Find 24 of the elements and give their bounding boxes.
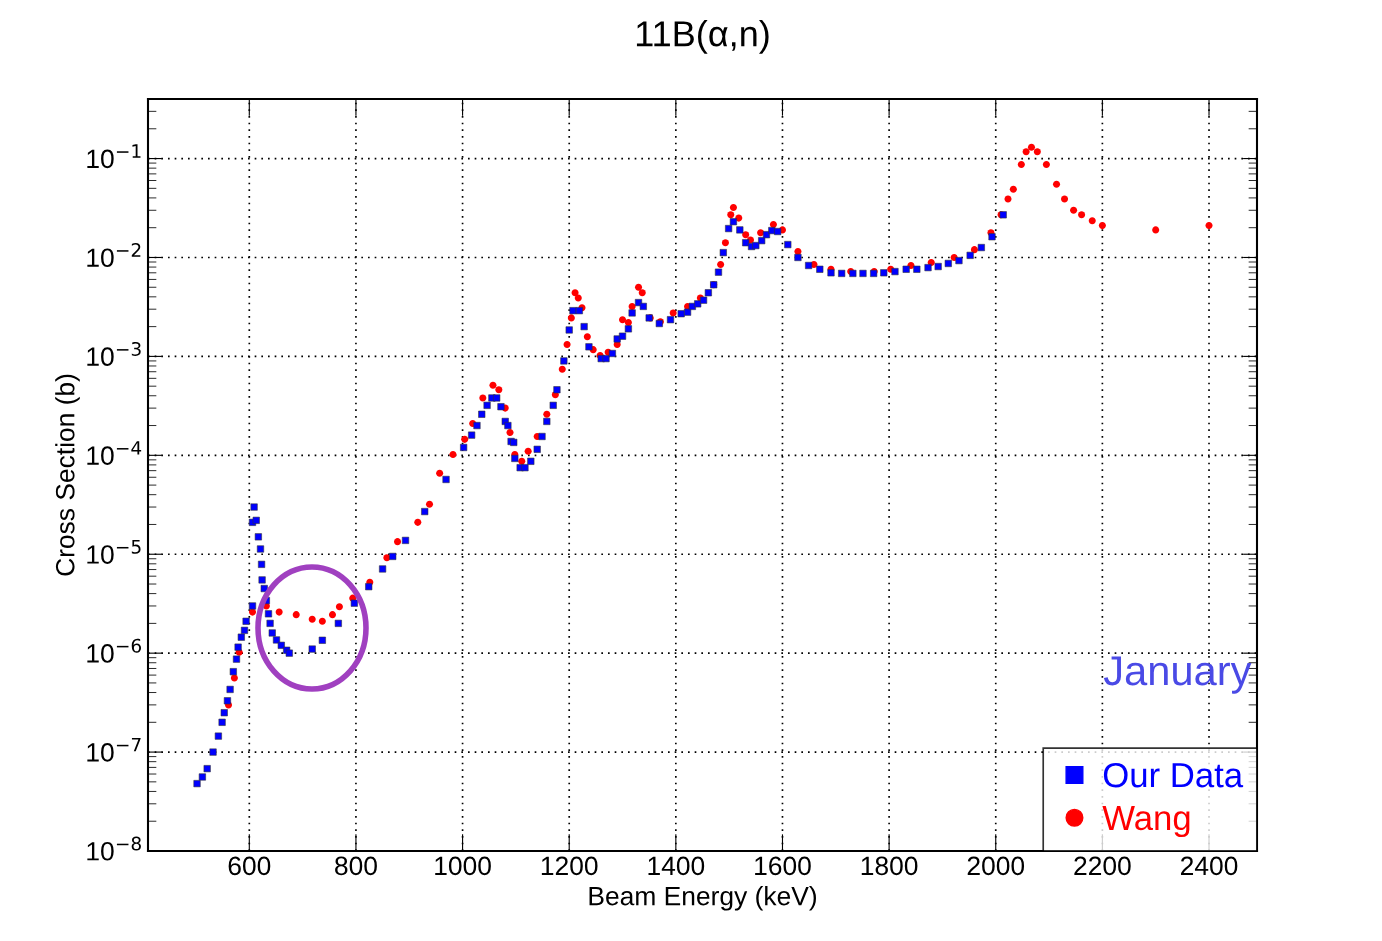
- x-axis-title: Beam Energy (keV): [589, 886, 816, 911]
- x-tick-label: 2200: [1074, 856, 1131, 876]
- x-tick-label: 1200: [541, 856, 598, 876]
- x-tick-label: 1800: [861, 856, 918, 876]
- x-tick-label: 800: [335, 856, 377, 876]
- y-tick-label: 10$^{−8}$: [87, 836, 141, 861]
- y-tick-label: 10$^{−4}$: [87, 441, 142, 465]
- chart-title: 11B(α,n): [636, 20, 769, 54]
- x-tick-label: 2000: [967, 856, 1025, 876]
- x-tick-label: 1000: [435, 856, 491, 876]
- y-axis-title: Cross Section (b): [55, 374, 80, 576]
- legend-label: Our Data: [1103, 762, 1244, 788]
- x-tick-label: 1400: [648, 856, 705, 876]
- annotation: January: [1103, 656, 1252, 694]
- y-tick-label: 10$^{−1}$: [87, 144, 141, 169]
- x-tick-label: 600: [228, 856, 271, 876]
- y-tick-label: 10$^{−3}$: [87, 341, 141, 367]
- x-tick-label: 1600: [755, 856, 811, 876]
- y-tick-label: 10$^{−7}$: [87, 737, 141, 762]
- y-tick-label: 10$^{−5}$: [87, 540, 141, 564]
- y-tick-label: 10$^{−6}$: [87, 638, 142, 663]
- x-tick-label: 2400: [1180, 856, 1238, 876]
- y-tick-label: 10$^{−2}$: [87, 243, 141, 268]
- text: Wang: [1102, 806, 1190, 838]
